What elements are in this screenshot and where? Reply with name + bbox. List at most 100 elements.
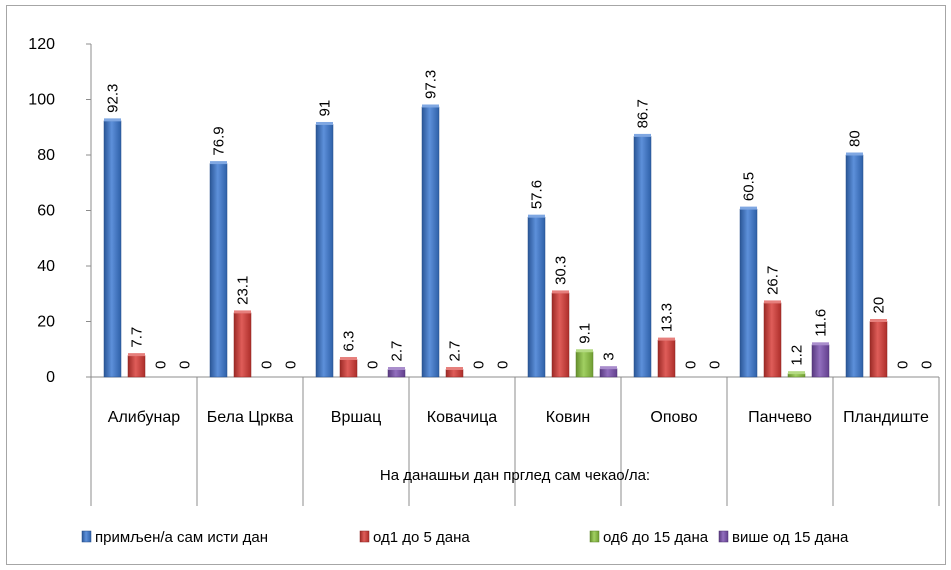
data-label: 7.7 xyxy=(129,327,146,348)
category-label: Ковачица xyxy=(427,409,498,426)
data-label: 2.7 xyxy=(389,341,406,362)
data-label: 0 xyxy=(495,361,512,369)
data-label: 92.3 xyxy=(105,84,122,113)
legend-label: од1 до 5 дана xyxy=(373,529,470,546)
bar-top xyxy=(812,342,829,346)
legend-swatch xyxy=(589,530,600,543)
y-tick-label: 0 xyxy=(46,369,55,386)
bar-top xyxy=(600,366,617,370)
data-label: 11.6 xyxy=(813,309,830,337)
bar xyxy=(209,163,228,378)
data-label: 57.6 xyxy=(529,180,546,209)
data-label: 0 xyxy=(683,361,700,369)
bar-top xyxy=(210,161,227,165)
data-label: 6.3 xyxy=(341,331,358,352)
bar xyxy=(763,302,782,378)
bar xyxy=(633,136,652,378)
data-label: 30.3 xyxy=(553,256,570,285)
chart-area: 0 20 40 60 80 100 120 92.3 7.7 0 0 76.9 23.1 0 0 91 6.3… xyxy=(6,5,946,565)
data-label: 0 xyxy=(283,361,300,369)
y-tick-label: 40 xyxy=(37,258,55,275)
bar-top xyxy=(846,152,863,156)
bar-top xyxy=(104,118,121,122)
bar-top xyxy=(316,121,333,125)
bar-top xyxy=(340,357,357,361)
data-label: 1.2 xyxy=(789,345,806,366)
y-tick-label: 60 xyxy=(37,203,55,220)
legend-label: од6 до 15 дана xyxy=(603,529,709,546)
bar xyxy=(233,312,252,378)
category-label: Бела Црква xyxy=(207,409,294,426)
y-tick-label: 120 xyxy=(28,36,55,53)
y-tick-label: 80 xyxy=(37,147,55,164)
data-label: 13.3 xyxy=(659,303,676,332)
bar xyxy=(387,369,406,378)
data-label: 26.7 xyxy=(765,266,782,295)
y-axis-ticks: 0 20 40 60 80 100 120 xyxy=(28,36,91,386)
bar xyxy=(811,344,830,378)
data-label: 0 xyxy=(177,361,194,369)
legend-swatch xyxy=(359,530,370,543)
data-label: 76.9 xyxy=(211,126,228,155)
bar-top xyxy=(634,133,651,137)
bar-top xyxy=(576,349,593,353)
bar xyxy=(127,355,146,378)
data-label: 0 xyxy=(895,361,912,369)
bar-top xyxy=(552,290,569,294)
category-label: Панчево xyxy=(748,409,812,426)
data-label: 80 xyxy=(847,130,864,147)
data-label: 86.7 xyxy=(635,99,652,128)
bar xyxy=(103,120,122,378)
data-label: 9.1 xyxy=(577,323,594,344)
data-label: 23.1 xyxy=(235,276,252,305)
bars xyxy=(103,104,888,378)
bar-top xyxy=(788,371,805,375)
data-label: 0 xyxy=(707,361,724,369)
data-label: 0 xyxy=(471,361,488,369)
bar-top xyxy=(740,206,757,210)
x-axis-title: На данашњи дан прглед сам чекао/ла: xyxy=(380,467,650,484)
bar-top xyxy=(446,367,463,371)
bar-top xyxy=(388,367,405,371)
bar-top xyxy=(422,104,439,108)
data-label: 0 xyxy=(365,361,382,369)
bar-top xyxy=(128,353,145,357)
bar xyxy=(421,106,440,378)
data-label: 2.7 xyxy=(447,341,464,362)
bar-top xyxy=(528,214,545,218)
y-tick-label: 20 xyxy=(37,314,55,331)
data-label: 0 xyxy=(919,361,936,369)
data-label: 20 xyxy=(871,297,888,314)
bar-top xyxy=(658,337,675,341)
data-label: 91 xyxy=(317,100,334,117)
bar xyxy=(575,351,594,378)
category-label: Опово xyxy=(650,409,697,426)
category-labels: Алибунар Бела Црква Вршац Ковачица Ковин Опов… xyxy=(108,409,929,426)
data-label: 0 xyxy=(259,361,276,369)
bar-top xyxy=(764,300,781,304)
bar xyxy=(445,369,464,378)
data-label: 97.3 xyxy=(423,70,440,99)
legend-swatch xyxy=(81,530,92,543)
category-label: Вршац xyxy=(331,409,381,426)
bar xyxy=(527,216,546,378)
y-tick-label: 100 xyxy=(28,92,55,109)
bar xyxy=(869,321,888,378)
legend-label: примљен/а сам исти дан xyxy=(95,529,268,546)
bar xyxy=(599,368,618,378)
data-label: 60.5 xyxy=(741,172,758,201)
data-label: 3 xyxy=(601,352,618,360)
data-label: 0 xyxy=(153,361,170,369)
bar-top xyxy=(870,319,887,322)
bar-top xyxy=(234,310,251,314)
category-label: Ковин xyxy=(546,409,591,426)
bar xyxy=(845,154,864,378)
bar xyxy=(739,208,758,378)
legend-swatch xyxy=(718,530,729,543)
category-label: Алибунар xyxy=(108,409,180,426)
bar xyxy=(339,359,358,378)
bar xyxy=(657,339,676,378)
legend: примљен/а сам исти дан од1 до 5 дана од6 д… xyxy=(81,529,849,546)
